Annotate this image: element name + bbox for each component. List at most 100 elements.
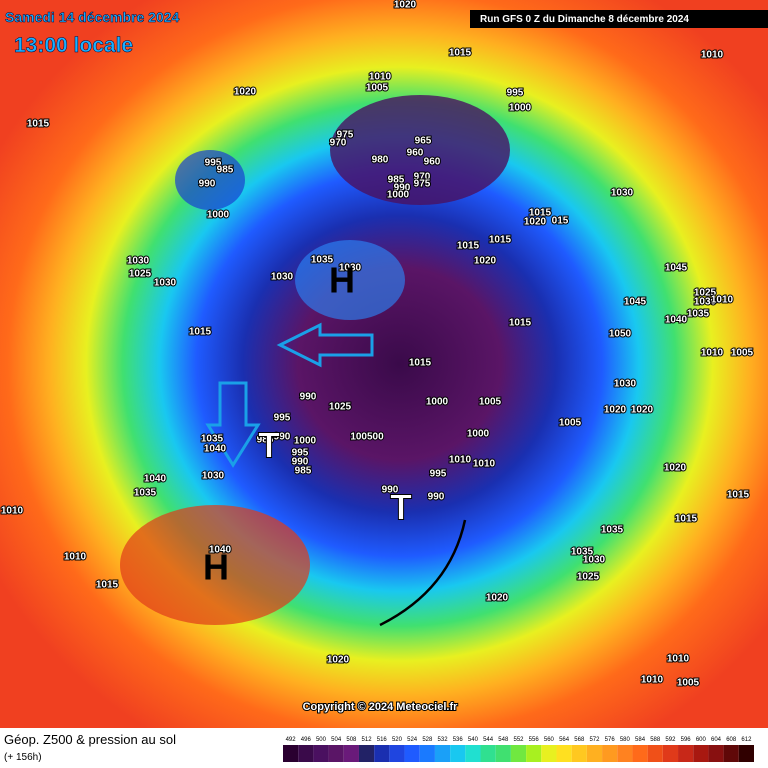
colorbar-label: 564 xyxy=(559,737,570,743)
isobar-label: 995 xyxy=(430,469,447,480)
isobar-label: 1030 xyxy=(339,263,362,274)
centers: H T T H xyxy=(203,260,413,588)
isobar-label: 1045 xyxy=(624,297,647,308)
colorbar-swatch xyxy=(450,745,466,762)
isobar-label: 1015 xyxy=(409,358,432,369)
isobar-label: 1050 xyxy=(609,329,632,340)
isobar-label: 1015 xyxy=(457,241,480,252)
isobar-label: 1005 xyxy=(677,678,700,689)
colorbar-swatch xyxy=(510,745,527,762)
pressure-center: H xyxy=(329,260,355,301)
isobar-label: 1020 xyxy=(474,256,497,267)
isobar-label: 985 xyxy=(388,175,405,186)
high-area xyxy=(295,240,405,320)
isobar-label: 1010 xyxy=(641,675,664,686)
isobar-label: 1000 xyxy=(207,210,230,221)
isobar-label: 1020 xyxy=(394,0,417,11)
isobar-label: 1025 xyxy=(694,288,717,299)
colorbar-swatch xyxy=(602,745,618,762)
isobar-label: 960 xyxy=(424,157,441,168)
colorbar-label: 612 xyxy=(741,737,752,743)
colorbar-swatch xyxy=(343,745,359,762)
isobar-label: 1040 xyxy=(204,444,227,455)
colorbar-label: 604 xyxy=(711,737,722,743)
isobar-label: 1015 xyxy=(489,235,512,246)
isobar-label: 1030 xyxy=(694,297,717,308)
colorbar-label: 500 xyxy=(316,737,327,743)
isobar-label: 1045 xyxy=(665,263,688,274)
isobar-label: 1020 xyxy=(631,405,654,416)
run-box xyxy=(470,10,768,28)
colorbar-swatch xyxy=(647,745,663,762)
isobar-label: 995 xyxy=(274,413,291,424)
isobar-label: 980 xyxy=(372,155,389,166)
colorbar-swatch xyxy=(389,745,405,762)
isobar-label: 1025 xyxy=(329,402,352,413)
isobar-label: 1030 xyxy=(271,272,294,283)
colorbar-label: 592 xyxy=(665,737,676,743)
isobar-label: 1015 xyxy=(189,327,212,338)
colorbar-label: 588 xyxy=(650,737,661,743)
isobar-label: 995 xyxy=(292,448,309,459)
colorbar-swatch xyxy=(678,745,694,762)
isobar-label: 1010 xyxy=(701,348,724,359)
colorbar-label: 504 xyxy=(331,737,342,743)
isobar-label: 1010 xyxy=(473,459,496,470)
isobar-label: 1015 xyxy=(449,48,472,59)
colorbar-label: 600 xyxy=(696,737,707,743)
colorbar-label: 584 xyxy=(635,737,646,743)
low-area xyxy=(330,95,510,205)
colorbar-swatch xyxy=(738,745,754,762)
isobar-label: 995 xyxy=(205,158,222,169)
high-area xyxy=(120,505,310,625)
colorbar-label: 512 xyxy=(362,737,373,743)
isobar-label: 1010 xyxy=(1,506,24,517)
colorbar-swatch xyxy=(556,745,572,762)
isobar-label: 1025 xyxy=(577,572,600,583)
isobar-label: 985 xyxy=(257,435,274,446)
colorbar-swatch xyxy=(571,745,587,762)
footer-title: Géop. Z500 & pression au sol xyxy=(4,732,176,747)
isobar-label: 1015 xyxy=(96,580,119,591)
colorbar-label: 548 xyxy=(498,737,509,743)
pressure-center: T xyxy=(390,487,412,528)
time: 13:00 locale xyxy=(14,34,133,57)
colorbar-label: 608 xyxy=(726,737,737,743)
isobar-label: 1015 xyxy=(675,514,698,525)
isobar-label: 990 xyxy=(394,183,411,194)
isobar-label: 1020 xyxy=(234,87,257,98)
isobar-label: 975 xyxy=(414,179,431,190)
isobar-label: 1005 xyxy=(366,83,389,94)
isobar-label: 1030 xyxy=(614,379,637,390)
isobar-label: 1015 xyxy=(27,119,50,130)
colorbar-label: 508 xyxy=(346,737,357,743)
isobar-label: 1020 xyxy=(486,593,509,604)
colorbar-label: 568 xyxy=(574,737,585,743)
isobar-label: 1040 xyxy=(209,545,232,556)
isobar-label: 985 xyxy=(217,165,234,176)
isobar-label: 1030 xyxy=(154,278,177,289)
isobar-label: 1030 xyxy=(127,256,150,267)
colorbar-label: 544 xyxy=(483,737,494,743)
isobar-label: 1020 xyxy=(524,217,547,228)
copyright: Copyright © 2024 Meteociel.fr xyxy=(303,701,459,713)
colorbar-swatch xyxy=(632,745,648,762)
isobar-label: 1010 xyxy=(369,72,392,83)
colorbar-swatch xyxy=(434,745,451,762)
isobar-label: 990 xyxy=(274,432,291,443)
isobar-label: 1035 xyxy=(687,309,710,320)
colorbar-swatch xyxy=(526,745,542,762)
isobar-label: 1010 xyxy=(667,654,690,665)
colorbar-label: 560 xyxy=(544,737,555,743)
isobar-label: 1040 xyxy=(665,315,688,326)
colorbar-label: 572 xyxy=(589,737,600,743)
colorbar-swatch xyxy=(723,745,739,762)
isobar-label: 1035 xyxy=(134,488,157,499)
colorbar-label: 596 xyxy=(681,737,692,743)
colorbar: 492 496 500 504 508 512 516 520 524 528 532 536 540 5… xyxy=(283,737,754,762)
isobar-label: 1020 xyxy=(604,405,627,416)
colorbar-swatch xyxy=(283,745,299,762)
isobar-label: 985 xyxy=(295,466,312,477)
isobar-label: 1005 xyxy=(559,418,582,429)
